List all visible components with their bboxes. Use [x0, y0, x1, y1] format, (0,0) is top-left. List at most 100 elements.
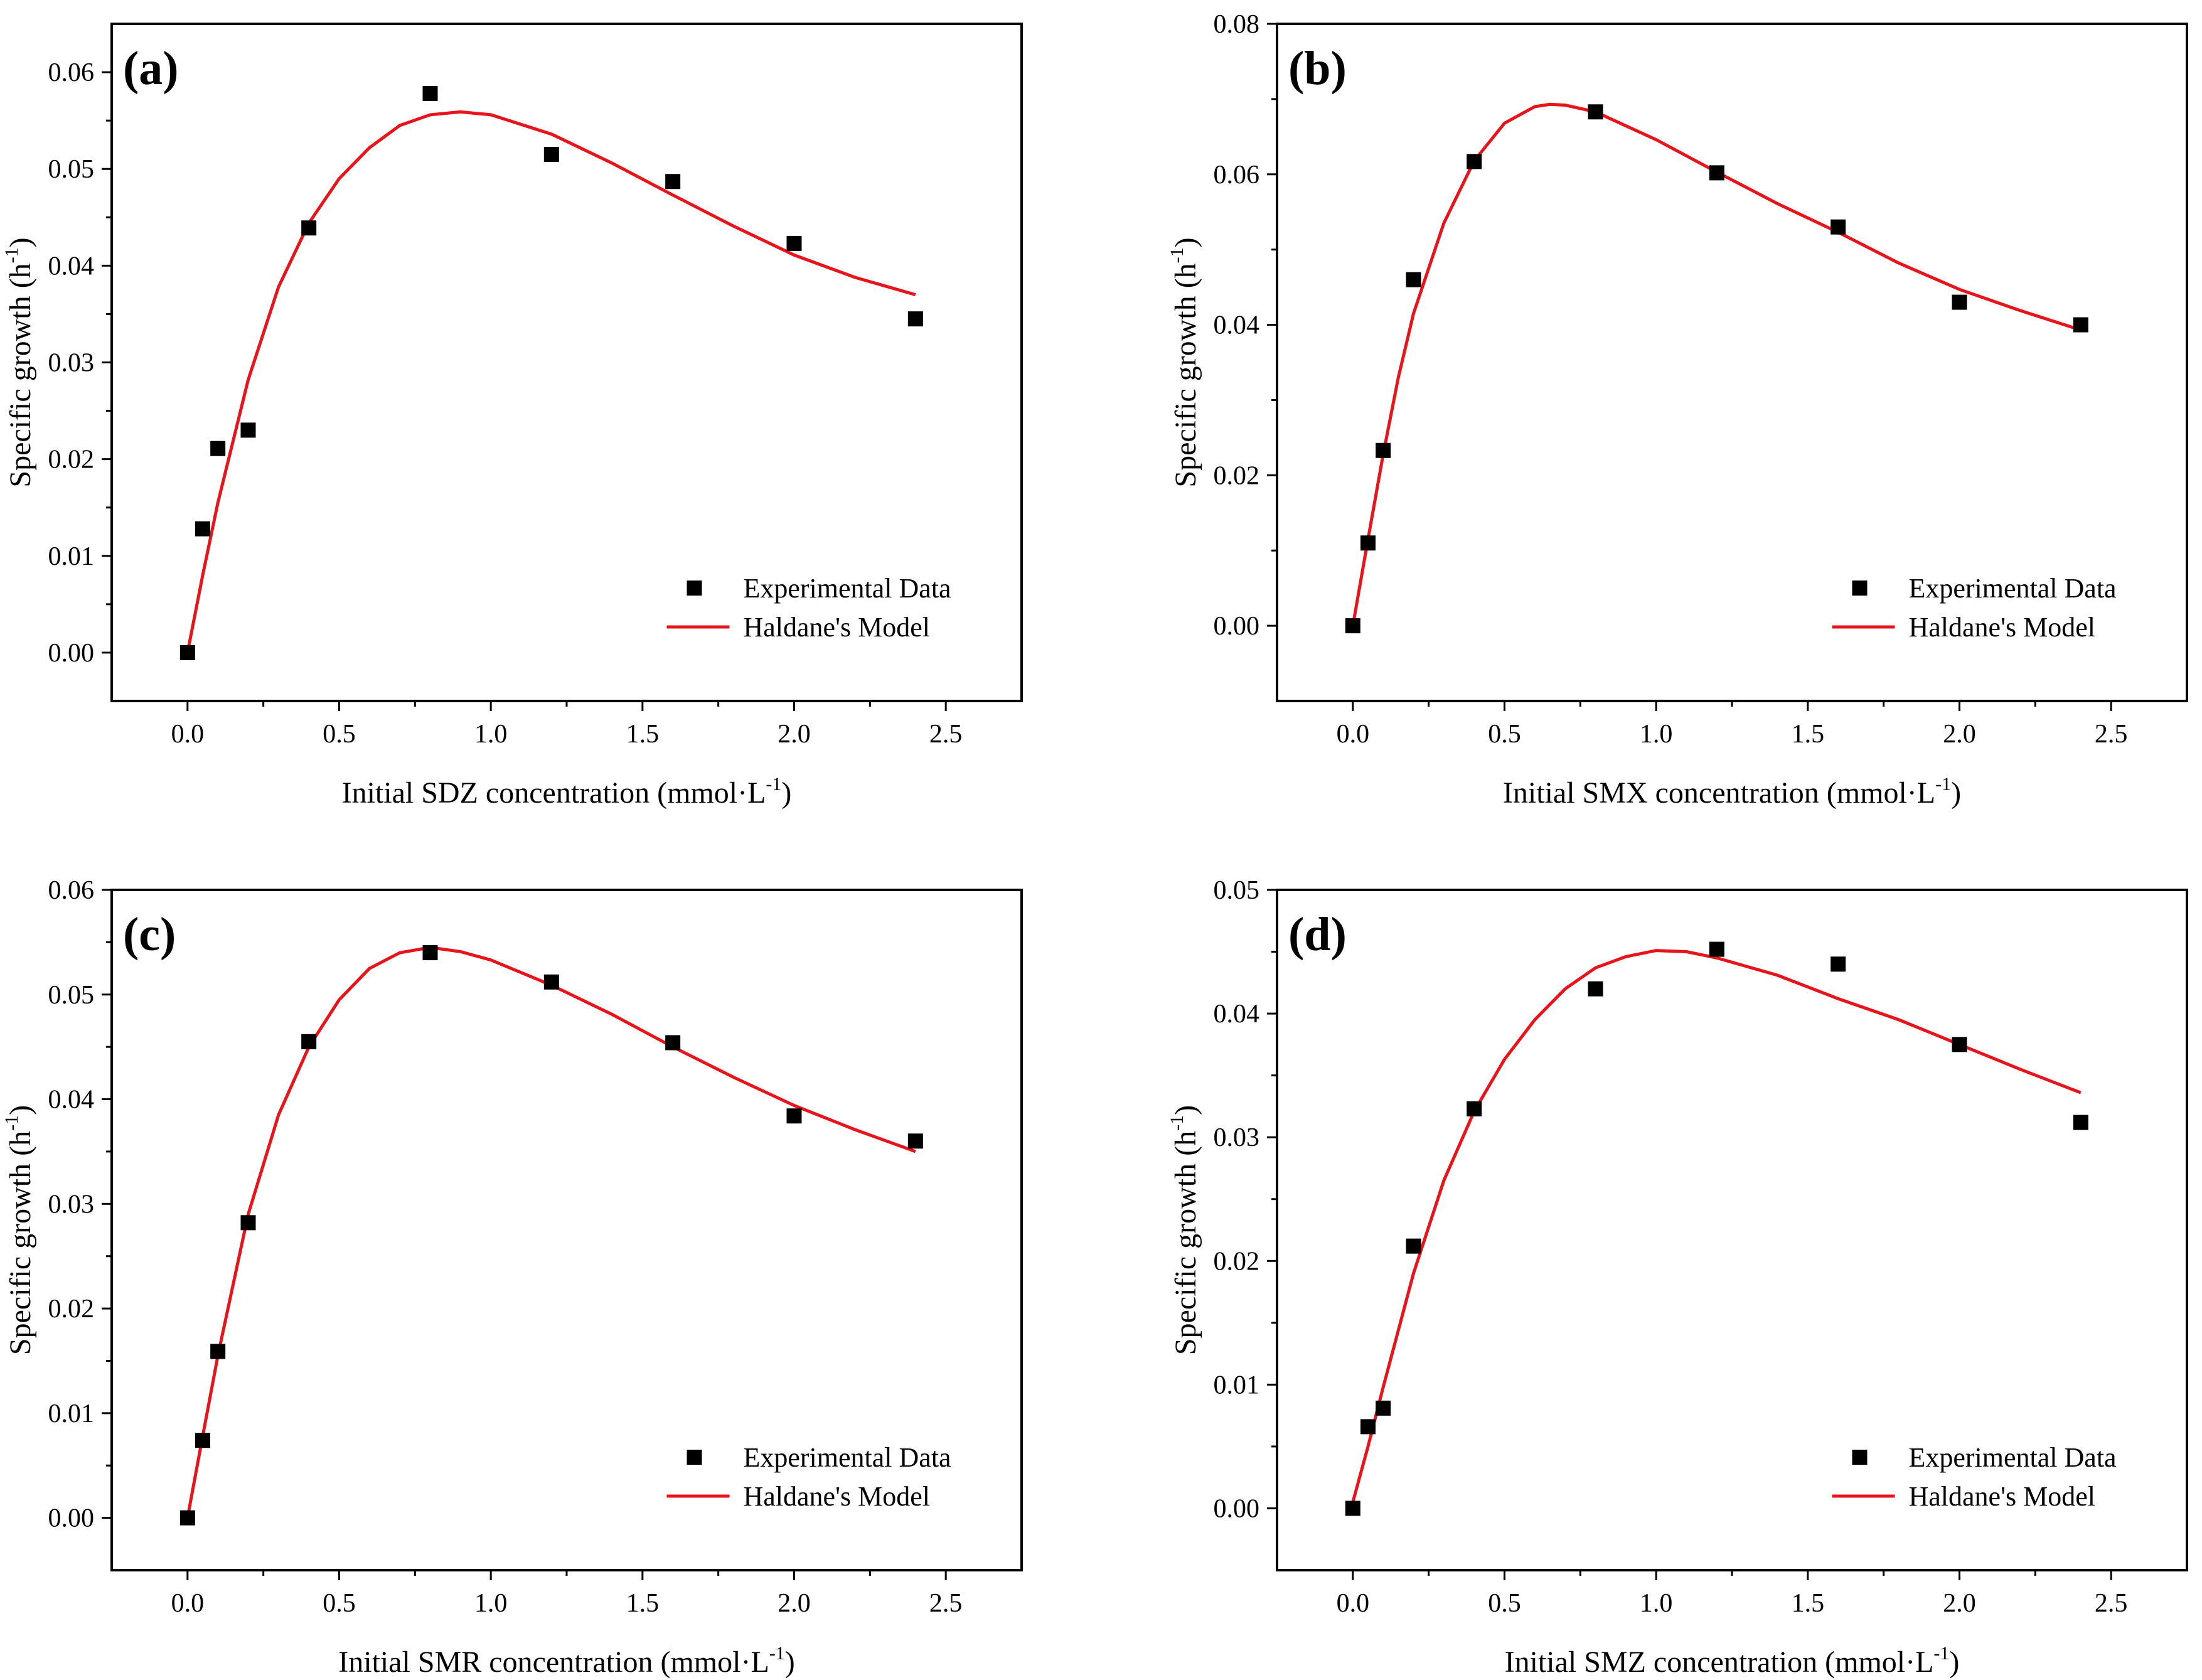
y-tick-label: 0.03	[1214, 1123, 1260, 1152]
panel-label: (a)	[123, 42, 179, 95]
legend-label-experimental: Experimental Data	[1909, 573, 2117, 604]
data-point	[543, 974, 559, 990]
panel-label: (d)	[1288, 908, 1347, 961]
panel-a: 0.0 0.5 1.0 1.5 2.0 2.5 0.00 0.01 0.02 0.03 0.04 0.…	[1, 23, 1023, 810]
data-point	[240, 422, 256, 438]
haldane-model-line	[1351, 949, 2082, 1503]
data-point	[1831, 956, 1846, 972]
x-tick-label: 0.5	[1488, 1589, 1521, 1618]
panel-label: (b)	[1288, 42, 1347, 95]
data-point	[907, 1133, 923, 1149]
x-axis-title-end: )	[1949, 1645, 1959, 1679]
y-tick-label: 0.03	[48, 349, 95, 378]
data-point	[1345, 618, 1360, 634]
data-point	[1360, 1419, 1376, 1435]
x-tick-label: 0.0	[1337, 720, 1370, 749]
x-axis-title: Initial SMZ concentration (mmol·L-1)	[1505, 1643, 1960, 1679]
data-point	[195, 521, 210, 537]
legend-label-model: Haldane's Model	[1909, 1481, 2096, 1512]
data-point	[907, 311, 923, 327]
y-tick-label: 0.06	[48, 876, 95, 905]
x-tick-label: 1.0	[1640, 1589, 1673, 1618]
data-point	[301, 1034, 317, 1049]
x-tick-label: 2.0	[778, 720, 811, 749]
data-point	[1376, 1400, 1391, 1416]
legend-marker-square	[1852, 581, 1868, 596]
data-point	[2073, 1115, 2088, 1130]
y-tick-label: 0.01	[48, 542, 95, 571]
y-tick-label: 0.05	[1214, 876, 1260, 905]
x-tick-label: 2.5	[929, 1589, 963, 1618]
x-axis-title: Initial SDZ concentration (mmol·L-1)	[342, 774, 792, 810]
x-axis-title: Initial SMR concentration (mmol·L-1)	[338, 1643, 795, 1679]
data-point	[1467, 1101, 1482, 1116]
data-point	[422, 85, 438, 101]
y-tick-label: 0.08	[1214, 10, 1260, 39]
legend-marker-square	[1852, 1450, 1868, 1465]
x-axis-title-end: )	[781, 776, 791, 810]
legend-label-experimental: Experimental Data	[1909, 1442, 2117, 1473]
x-axis-title-end: )	[1951, 776, 1961, 810]
panel-c: 0.0 0.5 1.0 1.5 2.0 2.5 0.00 0.01 0.02 0.03 0.04 0.…	[1, 876, 1023, 1679]
legend-label-experimental: Experimental Data	[744, 1442, 951, 1473]
x-tick-label: 1.5	[1792, 720, 1825, 749]
y-tick-label: 0.06	[1214, 161, 1260, 190]
x-tick-label: 1.0	[1640, 720, 1673, 749]
data-point	[543, 147, 559, 163]
y-axis-title-end: )	[1169, 237, 1202, 247]
legend-marker-square	[687, 581, 702, 596]
haldane-model-line	[186, 110, 916, 653]
data-point	[179, 1510, 195, 1526]
x-tick-label: 1.5	[1792, 1589, 1825, 1618]
x-axis-title-superscript: -1	[1935, 774, 1951, 795]
data-point	[1588, 104, 1603, 120]
y-axis-title-superscript: -1	[1, 1115, 22, 1131]
data-point	[1831, 219, 1846, 235]
data-point	[1467, 154, 1482, 169]
y-tick-label: 0.05	[48, 981, 95, 1010]
legend-label-experimental: Experimental Data	[744, 573, 951, 604]
x-axis-title-superscript: -1	[1933, 1643, 1949, 1664]
data-point	[195, 1433, 210, 1448]
x-tick-label: 2.0	[1943, 720, 1976, 749]
y-axis-title: Specific growth (h-1)	[1167, 1105, 1202, 1355]
x-tick-label: 0.5	[1488, 720, 1521, 749]
data-point	[665, 174, 681, 190]
y-axis-title-end: )	[1169, 1105, 1202, 1115]
y-tick-label: 0.00	[1214, 1494, 1260, 1523]
data-point	[422, 945, 438, 961]
y-axis-title: Specific growth (h-1)	[1, 1105, 37, 1355]
legend-label-model: Haldane's Model	[744, 612, 931, 643]
data-point	[2073, 317, 2088, 333]
panel-d: 0.0 0.5 1.0 1.5 2.0 2.5 0.00 0.01 0.02 0.03 0.04 0.…	[1167, 876, 2188, 1679]
y-tick-label: 0.00	[1214, 612, 1260, 641]
y-tick-label: 0.04	[1214, 311, 1260, 340]
y-tick-label: 0.02	[1214, 461, 1260, 490]
x-tick-label: 0.5	[323, 1589, 356, 1618]
x-tick-label: 1.5	[626, 720, 660, 749]
data-point	[786, 1108, 802, 1124]
data-point	[786, 235, 802, 251]
y-tick-label: 0.01	[48, 1399, 95, 1428]
data-point	[1360, 535, 1376, 551]
x-tick-label: 1.5	[626, 1589, 660, 1618]
haldane-model-line	[186, 946, 916, 1519]
y-axis-title-superscript: -1	[1, 247, 22, 263]
y-axis-title-superscript: -1	[1167, 1115, 1187, 1131]
y-tick-label: 0.01	[1214, 1371, 1260, 1399]
data-point	[1588, 981, 1603, 997]
x-axis-title-superscript: -1	[766, 774, 781, 795]
x-tick-label: 2.0	[778, 1589, 811, 1618]
data-point	[665, 1035, 681, 1051]
y-axis-title-end: )	[4, 237, 37, 247]
data-point	[1952, 294, 1967, 310]
y-axis-title: Specific growth (h-1)	[1167, 237, 1202, 487]
legend-label-model: Haldane's Model	[744, 1481, 931, 1512]
x-axis-title: Initial SMX concentration (mmol·L-1)	[1503, 774, 1961, 810]
legend-label-model: Haldane's Model	[1909, 612, 2096, 643]
x-tick-label: 2.5	[2095, 1589, 2128, 1618]
x-axis-title-end: )	[785, 1645, 795, 1679]
y-axis-title-superscript: -1	[1167, 247, 1187, 263]
y-axis-title-end: )	[4, 1105, 37, 1115]
